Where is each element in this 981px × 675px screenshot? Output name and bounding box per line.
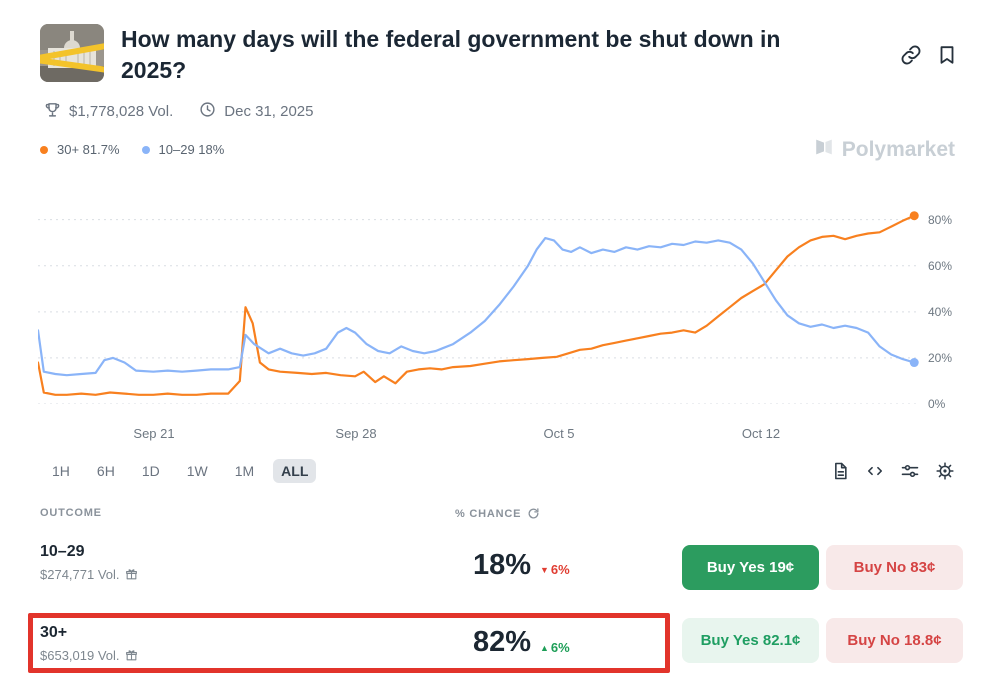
legend-label-1: 10–29 18%: [158, 142, 225, 157]
ytick-80: 80%: [928, 213, 953, 227]
rewards-gift-icon[interactable]: [125, 649, 138, 662]
buy-yes-button-30plus[interactable]: Buy Yes 82.1¢: [682, 618, 819, 663]
ytick-0: 0%: [928, 397, 946, 411]
chart-svg[interactable]: [38, 192, 920, 404]
chance-header-label: % CHANCE: [455, 507, 522, 520]
change-down-icon: ▼: [540, 564, 549, 575]
rewards-gift-icon[interactable]: [125, 568, 138, 581]
volume-text: $1,778,028 Vol.: [69, 103, 174, 120]
polymarket-wordmark: Polymarket: [841, 138, 955, 161]
polymarket-logo-icon: [813, 136, 835, 164]
highlight-box: [28, 613, 670, 673]
market-thumbnail: [40, 24, 104, 82]
buy-no-button-10-29[interactable]: Buy No 83¢: [826, 545, 963, 590]
chart-legend: 30+ 81.7% 10–29 18%: [40, 142, 224, 157]
end-date-text: Dec 31, 2025: [224, 103, 314, 120]
ytick-40: 40%: [928, 305, 953, 319]
order-book-icon[interactable]: [830, 461, 850, 481]
range-6h[interactable]: 6H: [96, 463, 115, 479]
change-value: 6%: [550, 640, 570, 655]
series-endpoint-10–29: [909, 358, 919, 368]
buy-no-button-30plus[interactable]: Buy No 18.8¢: [826, 618, 963, 663]
xtick-sep21: Sep 21: [133, 426, 175, 441]
embed-code-icon[interactable]: [865, 461, 885, 481]
market-stats: $1,778,028 Vol. Dec 31, 2025: [44, 101, 314, 122]
legend-dot-0: [40, 145, 48, 154]
chance-value-30plus: 82%: [472, 626, 532, 658]
outcome-column-header: OUTCOME: [40, 507, 102, 519]
clock-icon: [199, 101, 216, 122]
ytick-60: 60%: [928, 259, 953, 273]
time-range-selector: 1H 6H 1D 1W 1M ALL: [44, 459, 317, 483]
polymarket-watermark: Polymarket: [813, 136, 955, 164]
chance-change-30plus: ▲ 6%: [540, 640, 570, 655]
legend-label-0: 30+ 81.7%: [57, 142, 120, 157]
outcome-volume-10-29: $274,771 Vol.: [40, 567, 138, 582]
bookmark-icon[interactable]: [936, 44, 958, 66]
xtick-oct12: Oct 12: [741, 426, 781, 441]
legend-dot-1: [141, 145, 150, 154]
change-value: 6%: [550, 562, 570, 577]
chance-change-10-29: ▼ 6%: [540, 562, 570, 577]
gear-icon[interactable]: [935, 461, 955, 481]
outcome-volume-30plus: $653,019 Vol.: [40, 648, 138, 663]
range-all[interactable]: ALL: [273, 459, 317, 483]
range-1d[interactable]: 1D: [141, 463, 160, 479]
series-endpoint-30+: [909, 211, 919, 221]
series-line-30+: [38, 214, 916, 396]
range-1m[interactable]: 1M: [234, 463, 255, 479]
chart-settings-sliders-icon[interactable]: [900, 461, 920, 481]
change-up-icon: ▲: [540, 642, 549, 653]
outcome-name-30plus[interactable]: 30+: [40, 624, 68, 641]
chart-tools: [830, 461, 955, 481]
refresh-icon[interactable]: [527, 507, 540, 520]
chance-column-header: % CHANCE: [455, 507, 540, 520]
chance-value-10-29: 18%: [472, 549, 532, 581]
trophy-icon: [44, 101, 61, 122]
link-share-icon[interactable]: [900, 44, 922, 66]
page-title: How many days will the federal governmen…: [121, 26, 781, 83]
outcome-name-10-29[interactable]: 10–29: [40, 543, 85, 560]
capitol-image: [40, 24, 104, 82]
range-1h[interactable]: 1H: [52, 463, 70, 479]
ytick-20: 20%: [928, 351, 953, 365]
volume-label: $274,771 Vol.: [40, 567, 120, 582]
xtick-sep28: Sep 28: [335, 426, 377, 441]
range-1w[interactable]: 1W: [186, 463, 208, 479]
buy-yes-button-10-29[interactable]: Buy Yes 19¢: [682, 545, 819, 590]
volume-label: $653,019 Vol.: [40, 648, 120, 663]
xtick-oct5: Oct 5: [543, 426, 575, 441]
series-line-10–29: [38, 236, 916, 377]
